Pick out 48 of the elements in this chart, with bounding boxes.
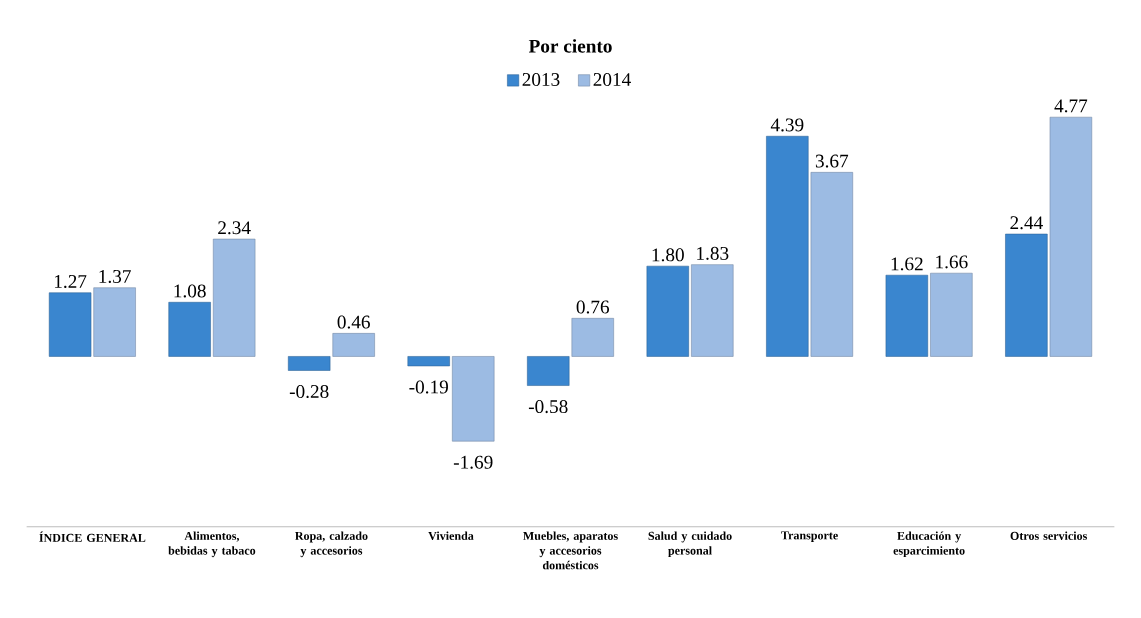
bar [1005,233,1048,357]
legend-label: 2014 [593,72,631,86]
x-tick-label: Vivienda [428,531,474,540]
x-tick-label: Otros servicios [1010,531,1087,540]
data-label: 1.83 [697,246,729,260]
data-label: -0.28 [289,384,329,399]
data-label: -0.19 [409,380,448,394]
data-label: 2.34 [218,221,251,235]
data-label: 1.08 [174,284,206,298]
data-label: 1.66 [936,255,968,269]
bar [288,356,331,371]
data-label: 0.76 [576,300,610,314]
chart-title: Por ciento [528,39,612,53]
data-label: 1.62 [891,257,923,271]
data-label: -1.69 [453,455,493,469]
x-tick-label: Ropa, calzado y accesorios [295,531,368,558]
data-label: 1.80 [652,248,684,262]
bar [691,264,734,357]
data-label: 4.39 [770,118,804,132]
bar [332,333,375,357]
bar [212,238,256,357]
x-tick-label: Muebles, aparatos y accesorios domésticos [523,531,618,570]
data-label: 4.77 [1054,99,1088,113]
bar [930,272,973,357]
x-tick-label: Alimentos, bebidas y tabaco [168,531,256,558]
legend-label: 2013 [522,72,560,86]
x-tick-label: Salud y cuidado personal [648,531,732,558]
bar [48,292,92,357]
data-label: -0.58 [528,400,568,414]
data-label: 1.37 [99,269,131,283]
bar [885,274,929,357]
data-label: 1.27 [54,274,87,288]
bar [810,172,854,357]
data-label: 0.46 [337,315,370,329]
x-tick-label: ÍNDICE GENERAL [39,531,146,542]
bar [527,356,570,386]
bar [93,287,136,357]
bar [571,318,614,357]
bar [452,356,495,442]
bar [407,356,450,367]
bar [766,135,809,357]
bar [646,265,689,357]
bar [1049,116,1093,357]
x-tick-label: Transporte [781,531,838,542]
x-tick-label: Educación y esparcimiento [893,531,965,558]
data-label: 3.67 [815,154,849,168]
data-label: 2.44 [1010,216,1043,230]
bar [168,301,211,357]
